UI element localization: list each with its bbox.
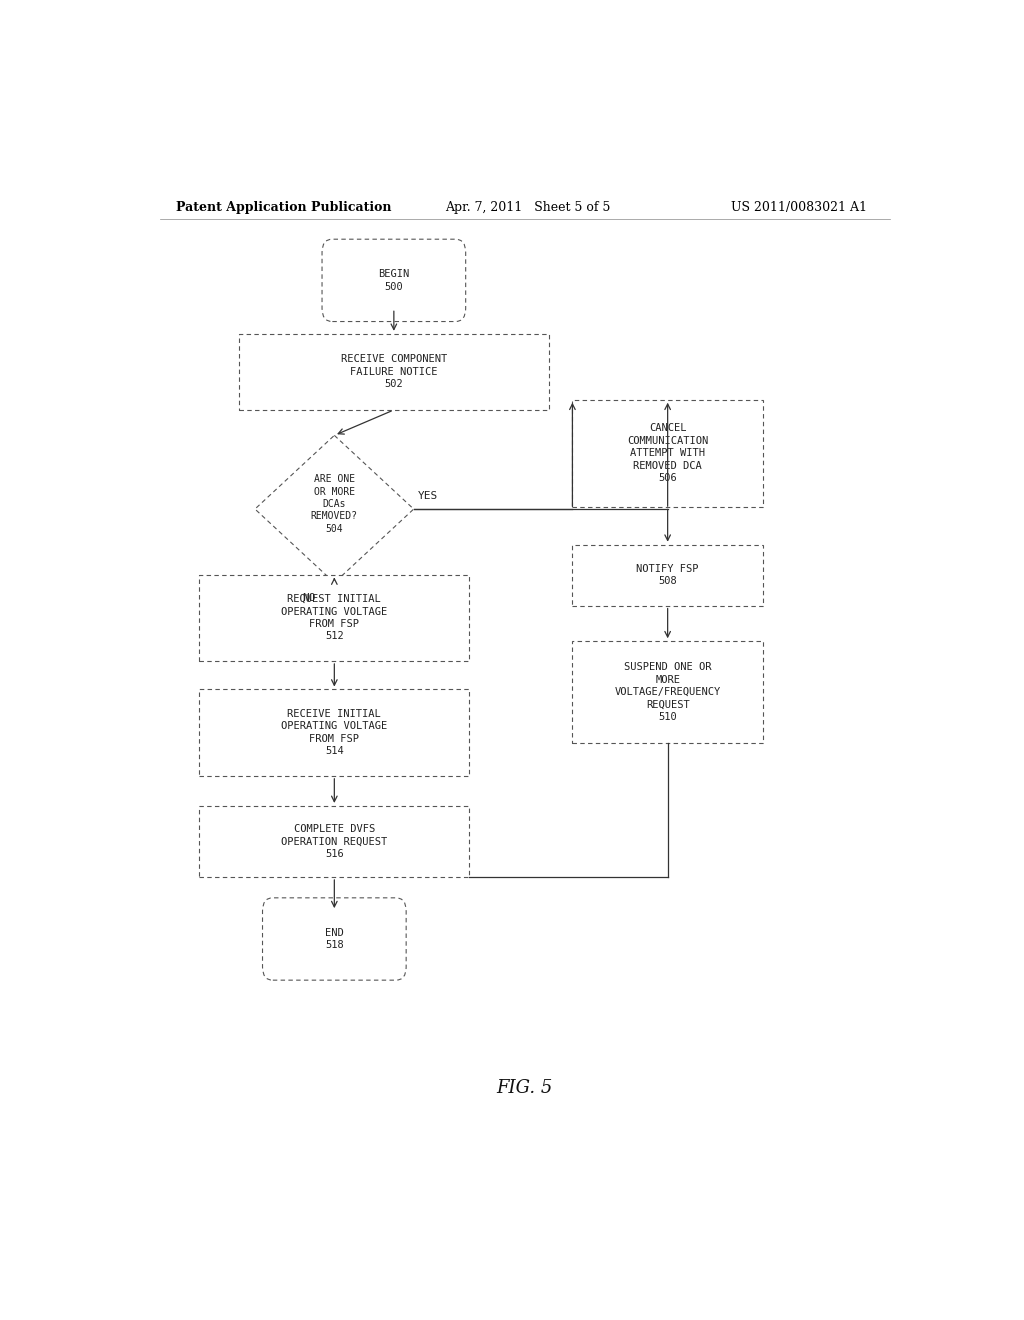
Text: END
518: END 518	[325, 928, 344, 950]
Bar	[572, 400, 763, 507]
Bar	[200, 689, 469, 776]
Bar	[240, 334, 549, 411]
Text: COMPLETE DVFS
OPERATION REQUEST
516: COMPLETE DVFS OPERATION REQUEST 516	[282, 824, 387, 859]
Text: CANCEL
COMMUNICATION
ATTEMPT WITH
REMOVED DCA
506: CANCEL COMMUNICATION ATTEMPT WITH REMOVE…	[627, 424, 709, 483]
Bar	[572, 642, 763, 743]
Text: FIG. 5: FIG. 5	[497, 1080, 553, 1097]
Text: REQUEST INITIAL
OPERATING VOLTAGE
FROM FSP
512: REQUEST INITIAL OPERATING VOLTAGE FROM F…	[282, 594, 387, 642]
Text: Apr. 7, 2011   Sheet 5 of 5: Apr. 7, 2011 Sheet 5 of 5	[445, 201, 610, 214]
Text: YES: YES	[418, 491, 438, 500]
Text: NO: NO	[303, 593, 316, 603]
Polygon shape	[255, 436, 414, 582]
Text: BEGIN
500: BEGIN 500	[378, 269, 410, 292]
Text: Patent Application Publication: Patent Application Publication	[176, 201, 391, 214]
Text: SUSPEND ONE OR
MORE
VOLTAGE/FREQUENCY
REQUEST
510: SUSPEND ONE OR MORE VOLTAGE/FREQUENCY RE…	[614, 663, 721, 722]
Text: RECEIVE COMPONENT
FAILURE NOTICE
502: RECEIVE COMPONENT FAILURE NOTICE 502	[341, 355, 447, 389]
FancyBboxPatch shape	[262, 898, 407, 981]
Bar	[200, 805, 469, 876]
Text: NOTIFY FSP
508: NOTIFY FSP 508	[636, 564, 699, 586]
Bar	[572, 545, 763, 606]
Text: RECEIVE INITIAL
OPERATING VOLTAGE
FROM FSP
514: RECEIVE INITIAL OPERATING VOLTAGE FROM F…	[282, 709, 387, 756]
Text: US 2011/0083021 A1: US 2011/0083021 A1	[731, 201, 867, 214]
FancyBboxPatch shape	[322, 239, 466, 322]
Bar	[200, 574, 469, 661]
Text: ARE ONE
OR MORE
DCAs
REMOVED?
504: ARE ONE OR MORE DCAs REMOVED? 504	[311, 474, 357, 533]
